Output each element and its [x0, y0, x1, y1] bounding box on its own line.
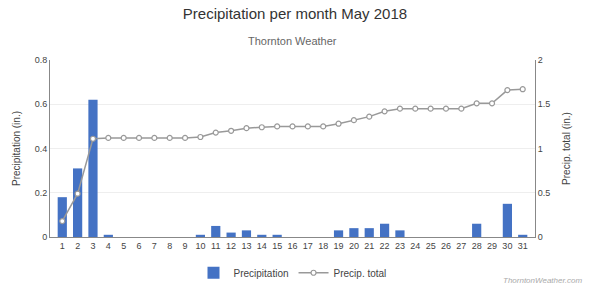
svg-text:14: 14 — [257, 241, 267, 251]
svg-text:13: 13 — [241, 241, 251, 251]
svg-text:15: 15 — [272, 241, 282, 251]
svg-text:20: 20 — [349, 241, 359, 251]
svg-text:22: 22 — [380, 241, 390, 251]
svg-text:3: 3 — [90, 241, 95, 251]
svg-text:Precipitation per month May 20: Precipitation per month May 2018 — [183, 5, 407, 22]
svg-text:5: 5 — [121, 241, 126, 251]
svg-text:0.6: 0.6 — [35, 99, 48, 109]
svg-text:27: 27 — [456, 241, 466, 251]
svg-text:0.4: 0.4 — [35, 144, 48, 154]
svg-text:16: 16 — [287, 241, 297, 251]
svg-text:29: 29 — [487, 241, 497, 251]
svg-text:8: 8 — [167, 241, 172, 251]
svg-text:4: 4 — [106, 241, 111, 251]
svg-text:11: 11 — [211, 241, 220, 251]
svg-text:Thornton Weather: Thornton Weather — [248, 35, 337, 47]
svg-text:9: 9 — [183, 241, 188, 251]
svg-text:31: 31 — [518, 241, 528, 251]
svg-text:2: 2 — [75, 241, 80, 251]
svg-text:23: 23 — [395, 241, 405, 251]
svg-text:Precipitation: Precipitation — [234, 268, 289, 279]
svg-text:Precip. total: Precip. total — [334, 268, 387, 279]
svg-text:19: 19 — [334, 241, 344, 251]
svg-text:17: 17 — [303, 241, 313, 251]
svg-text:30: 30 — [502, 241, 512, 251]
svg-text:25: 25 — [426, 241, 436, 251]
svg-text:6: 6 — [137, 241, 142, 251]
svg-text:26: 26 — [441, 241, 451, 251]
svg-text:18: 18 — [318, 241, 328, 251]
svg-text:0: 0 — [538, 232, 543, 242]
svg-text:24: 24 — [410, 241, 420, 251]
svg-text:0.2: 0.2 — [35, 188, 48, 198]
svg-text:7: 7 — [152, 241, 157, 251]
svg-text:Precip. total (in.): Precip. total (in.) — [561, 112, 572, 185]
svg-text:1.5: 1.5 — [538, 99, 551, 109]
svg-text:0.8: 0.8 — [35, 55, 48, 65]
svg-text:21: 21 — [364, 241, 374, 251]
svg-text:1: 1 — [538, 144, 543, 154]
svg-text:10: 10 — [195, 241, 205, 251]
svg-text:28: 28 — [472, 241, 482, 251]
svg-text:Precipitation (in.): Precipitation (in.) — [11, 111, 22, 186]
svg-text:0.5: 0.5 — [538, 188, 551, 198]
svg-text:0: 0 — [42, 232, 47, 242]
svg-text:ThorntonWeather.com: ThorntonWeather.com — [503, 276, 582, 285]
svg-text:12: 12 — [226, 241, 236, 251]
svg-text:2: 2 — [538, 55, 543, 65]
svg-text:1: 1 — [60, 241, 65, 251]
